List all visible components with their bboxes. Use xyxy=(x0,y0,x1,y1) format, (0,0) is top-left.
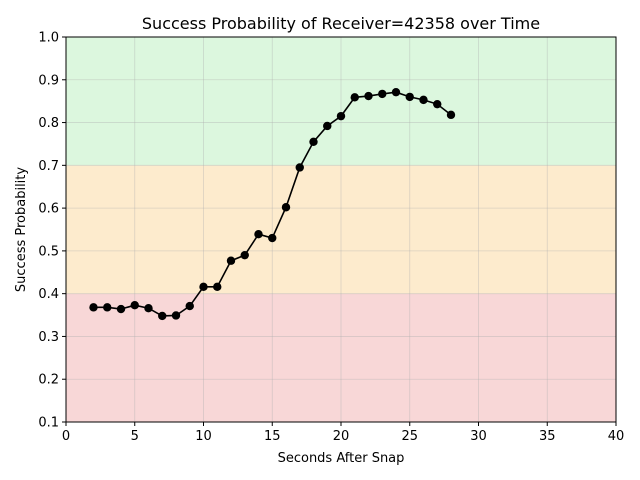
data-point-0-17 xyxy=(323,121,332,131)
data-point-0-4 xyxy=(144,304,153,313)
y-tick-label-6: 0.7 xyxy=(38,159,59,174)
x-tick-label-4: 20 xyxy=(333,429,350,444)
data-point-0-20 xyxy=(364,91,373,101)
probability-bands xyxy=(66,37,616,422)
y-axis-ticks: 0.1 0.2 0.3 0.4 0.5 0.6 0.7 0.8 0.9 1.0 xyxy=(38,31,66,431)
y-tick-label-4: 0.5 xyxy=(38,244,59,259)
y-tick-label-5: 0.6 xyxy=(38,202,59,217)
data-point-0-18 xyxy=(336,111,346,121)
data-point-0-25 xyxy=(433,99,442,109)
y-tick-label-1: 0.2 xyxy=(38,373,59,388)
data-point-0-8 xyxy=(199,282,208,292)
data-point-0-5 xyxy=(158,311,167,321)
x-tick-label-2: 10 xyxy=(195,429,212,444)
y-axis-label: Success Probability xyxy=(14,167,29,292)
data-point-0-23 xyxy=(405,92,414,102)
data-point-0-14 xyxy=(281,203,291,212)
x-tick-label-7: 35 xyxy=(539,429,556,444)
data-point-0-21 xyxy=(378,89,387,99)
x-tick-label-8: 40 xyxy=(608,429,625,444)
data-point-0-7 xyxy=(185,301,194,311)
series-layer xyxy=(89,87,456,321)
data-point-0-22 xyxy=(391,87,401,97)
data-point-0-10 xyxy=(226,256,236,265)
band-0 xyxy=(66,293,616,422)
x-tick-label-3: 15 xyxy=(264,429,281,444)
band-2 xyxy=(66,37,616,166)
data-point-0-13 xyxy=(268,233,277,243)
chart-title: Success Probability of Receiver=42358 ov… xyxy=(142,14,540,33)
data-point-0-6 xyxy=(171,311,181,320)
band-1 xyxy=(66,165,616,294)
data-point-0-11 xyxy=(240,250,249,260)
data-point-0-1 xyxy=(103,303,112,312)
x-axis-label: Seconds After Snap xyxy=(278,451,405,466)
y-tick-label-8: 0.9 xyxy=(38,73,59,88)
x-tick-label-0: 0 xyxy=(62,429,70,444)
data-point-0-12 xyxy=(254,230,263,239)
x-tick-label-6: 30 xyxy=(470,429,487,444)
data-point-0-26 xyxy=(446,110,456,120)
data-point-0-24 xyxy=(419,95,428,105)
y-tick-label-0: 0.1 xyxy=(38,416,59,431)
y-tick-label-9: 1.0 xyxy=(38,31,59,46)
x-tick-label-1: 5 xyxy=(131,429,139,444)
data-point-0-3 xyxy=(130,301,139,310)
data-point-0-16 xyxy=(309,137,318,147)
y-tick-label-2: 0.3 xyxy=(38,330,59,345)
x-tick-label-5: 25 xyxy=(401,429,418,444)
x-axis-ticks: 0 5 10 15 20 25 30 35 40 xyxy=(62,422,624,444)
data-point-0-9 xyxy=(213,282,222,292)
data-point-0-2 xyxy=(116,304,126,314)
y-tick-label-7: 0.8 xyxy=(38,116,59,131)
data-point-0-19 xyxy=(350,93,359,102)
data-point-0-15 xyxy=(295,163,304,172)
y-tick-label-3: 0.4 xyxy=(38,287,59,302)
data-point-0-0 xyxy=(89,303,98,312)
